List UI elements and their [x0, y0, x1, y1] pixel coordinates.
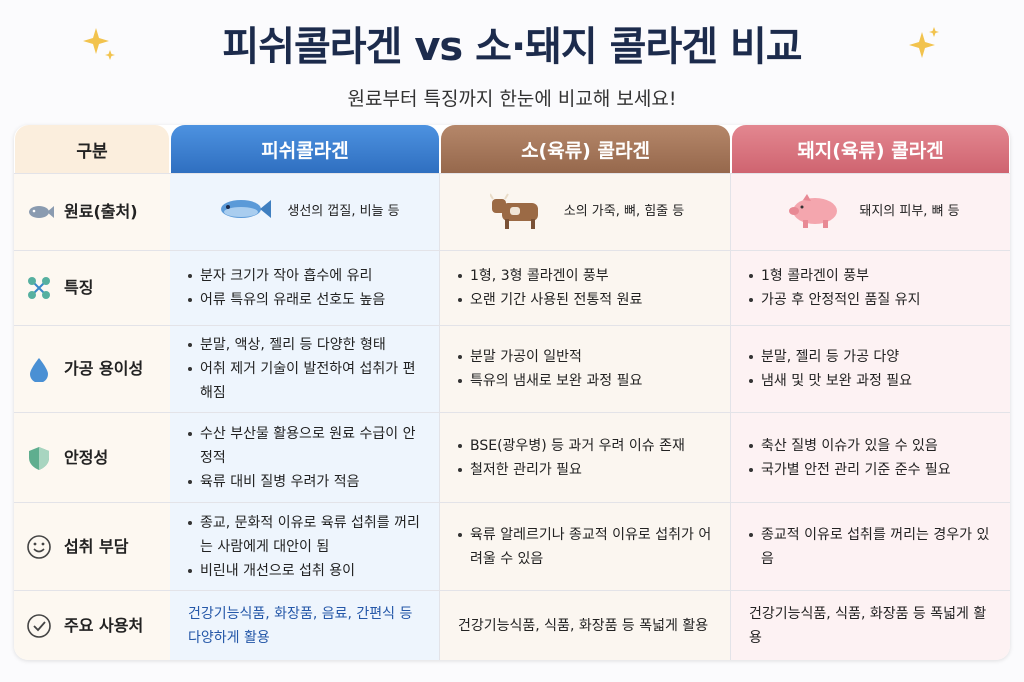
cell: 건강기능식품, 식품, 화장품 등 폭넓게 활용 — [731, 590, 1010, 660]
row-label: 특징 — [14, 250, 170, 325]
row-label: 원료(출처) — [14, 173, 170, 250]
cell: 분말, 젤리 등 가공 다양 냄새 및 맛 보완 과정 필요 — [731, 325, 1010, 412]
cell: BSE(광우병) 등 과거 우려 이슈 존재 철저한 관리가 필요 — [440, 412, 731, 502]
bullet-item: 종교, 문화적 이유로 육류 섭취를 꺼리는 사람에게 대안이 됨 — [188, 511, 425, 559]
row-label-text: 원료(출처) — [64, 202, 138, 221]
bullet-item: 분자 크기가 작아 흡수에 유리 — [188, 264, 425, 288]
cell-text: 소의 가죽, 뼈, 힘줄 등 — [563, 204, 685, 219]
row-label-text: 주요 사용처 — [64, 615, 144, 635]
row-label-text: 섭취 부담 — [64, 536, 129, 556]
cell-text: 건강기능식품, 식품, 화장품 등 폭넓게 활용 — [749, 605, 987, 646]
column-header: 구분 — [15, 125, 169, 173]
cell: 건강기능식품, 식품, 화장품 등 폭넓게 활용 — [440, 590, 731, 660]
cell: 생선의 껍질, 비늘 등 — [170, 173, 440, 250]
bullet-item: 1형 콜라겐이 풍부 — [749, 264, 996, 288]
subtitle: 원료부터 특징까지 한눈에 비교해 보세요! — [347, 88, 677, 110]
icon — [28, 277, 50, 299]
cell-text: 건강기능식품, 식품, 화장품 등 폭넓게 활용 — [458, 617, 709, 634]
cell: 수산 부산물 활용으로 원료 수급이 안정적 육류 대비 질병 우려가 적음 — [170, 412, 440, 502]
cell: 분말 가공이 일반적 특유의 냄새로 보완 과정 필요 — [440, 325, 731, 412]
cell: 분자 크기가 작아 흡수에 유리 어류 특유의 유래로 선호도 높음 — [170, 250, 440, 325]
bullet-item: BSE(광우병) 등 과거 우려 이슈 존재 — [458, 434, 716, 458]
bullet-item: 비린내 개선으로 섭취 용이 — [188, 559, 425, 583]
bullet-item: 가공 후 안정적인 품질 유지 — [749, 288, 996, 312]
bullet-item: 오랜 기간 사용된 전통적 원료 — [458, 288, 716, 312]
icon — [27, 534, 51, 559]
bullet-item: 축산 질병 이슈가 있을 수 있음 — [749, 434, 996, 458]
cell: 1형, 3형 콜라겐이 풍부 오랜 기간 사용된 전통적 원료 — [440, 250, 731, 325]
bullet-item: 종교적 이유로 섭취를 꺼리는 경우가 있음 — [749, 523, 996, 571]
cell: 소의 가죽, 뼈, 힘줄 등 — [440, 173, 731, 250]
bullet-item: 국가별 안전 관리 기준 준수 필요 — [749, 458, 996, 482]
row-label: 안정성 — [14, 412, 170, 502]
cell: 종교적 이유로 섭취를 꺼리는 경우가 있음 — [731, 502, 1010, 590]
icon — [29, 446, 49, 470]
icon — [489, 193, 538, 229]
cell: 육류 알레르기나 종교적 이유로 섭취가 어려울 수 있음 — [440, 502, 731, 590]
cell: 건강기능식품, 화장품, 음료, 간편식 등 다양하게 활용 — [170, 590, 440, 660]
bullet-item: 철저한 관리가 필요 — [458, 458, 716, 482]
cell-text: 건강기능식품, 화장품, 음료, 간편식 등 다양하게 활용 — [188, 605, 413, 646]
icon — [27, 613, 51, 638]
bullet-item: 수산 부산물 활용으로 원료 수급이 안정적 — [188, 422, 425, 470]
cell-text: 생선의 껍질, 비늘 등 — [287, 204, 400, 219]
title: 피쉬콜라겐 vs 소·돼지 콜라겐 비교 — [222, 24, 802, 70]
bullet-item: 육류 알레르기나 종교적 이유로 섭취가 어려울 수 있음 — [458, 523, 716, 571]
row-label: 섭취 부담 — [14, 502, 170, 590]
bullet-item: 육류 대비 질병 우려가 적음 — [188, 470, 425, 494]
row-label-text: 특징 — [64, 278, 94, 297]
icon — [789, 194, 838, 228]
cell: 축산 질병 이슈가 있을 수 있음 국가별 안전 관리 기준 준수 필요 — [731, 412, 1010, 502]
bullet-item: 분말, 액상, 젤리 등 다양한 형태 — [188, 333, 425, 357]
cell: 1형 콜라겐이 풍부 가공 후 안정적인 품질 유지 — [731, 250, 1010, 325]
bullet-item: 특유의 냄새로 보완 과정 필요 — [458, 369, 716, 393]
column-header: 피쉬콜라겐 — [171, 125, 439, 173]
row-label-text: 안정성 — [64, 447, 109, 467]
row-label-text: 가공 용이성 — [64, 359, 144, 378]
cell: 분말, 액상, 젤리 등 다양한 형태 어취 제거 기술이 발전하여 섭취가 편해… — [170, 325, 440, 412]
bullet-item: 분말, 젤리 등 가공 다양 — [749, 345, 996, 369]
column-header: 돼지(육류) 콜라겐 — [732, 125, 1009, 173]
bullet-item: 어취 제거 기술이 발전하여 섭취가 편해짐 — [188, 357, 425, 405]
sparkle — [83, 28, 115, 60]
cell: 돼지의 피부, 뼈 등 — [731, 173, 1010, 250]
cell: 종교, 문화적 이유로 육류 섭취를 꺼리는 사람에게 대안이 됨 비린내 개선으… — [170, 502, 440, 590]
row-label: 가공 용이성 — [14, 325, 170, 412]
row-label: 주요 사용처 — [14, 590, 170, 660]
icon — [30, 358, 48, 382]
cell-text: 돼지의 피부, 뼈 등 — [859, 204, 960, 219]
bullet-item: 분말 가공이 일반적 — [458, 345, 716, 369]
column-header: 소(육류) 콜라겐 — [441, 125, 730, 173]
bullet-item: 1형, 3형 콜라겐이 풍부 — [458, 264, 716, 288]
bullet-item: 어류 특유의 유래로 선호도 높음 — [188, 288, 425, 312]
icon — [221, 200, 272, 218]
sparkle — [909, 27, 939, 58]
bullet-item: 냄새 및 맛 보완 과정 필요 — [749, 369, 996, 393]
icon — [29, 206, 54, 218]
